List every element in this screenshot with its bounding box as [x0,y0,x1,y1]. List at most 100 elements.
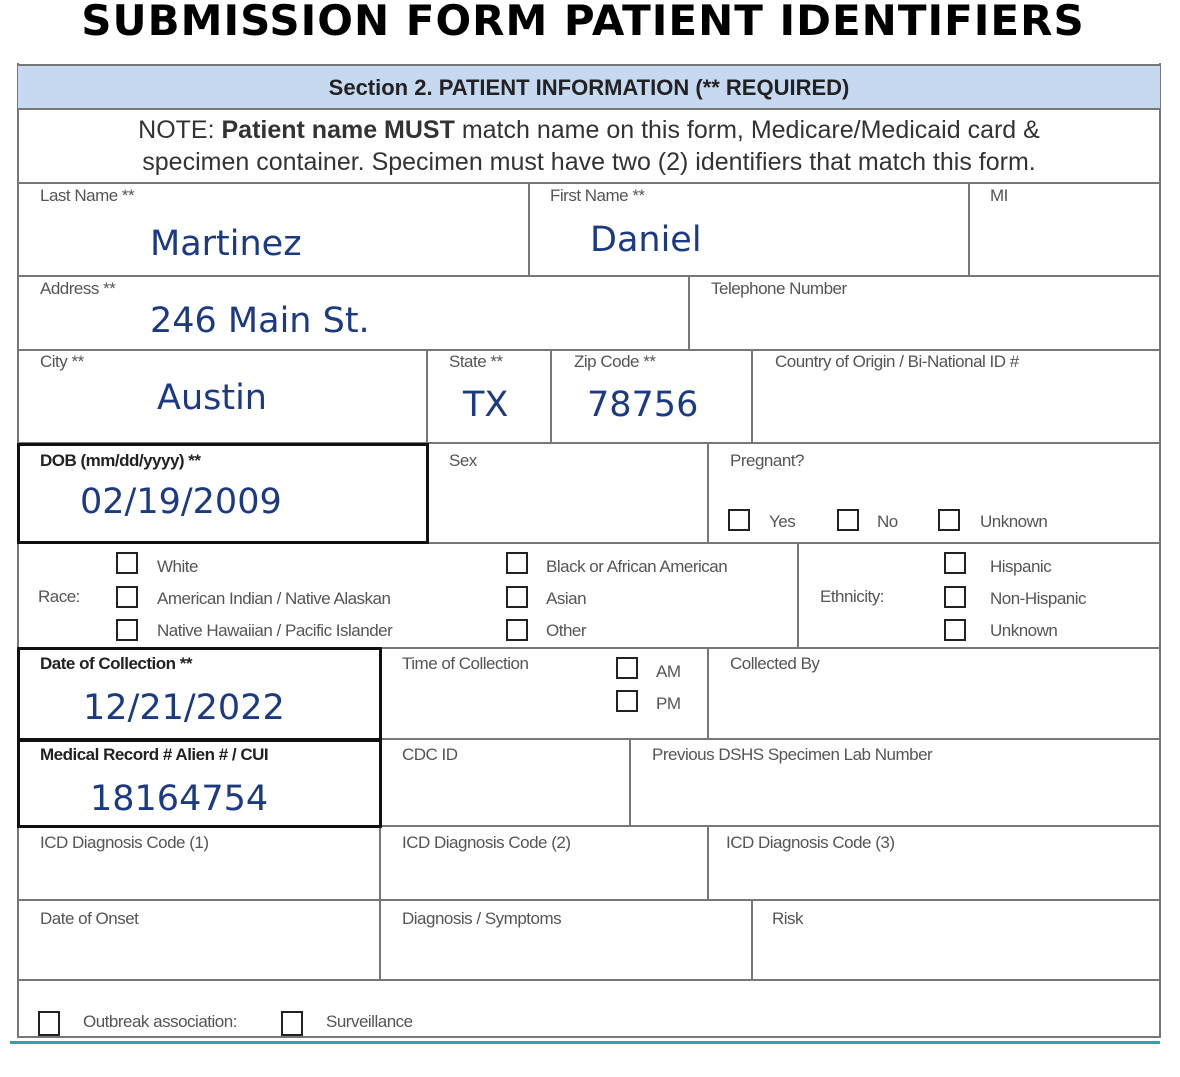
toc-label: Time of Collection [402,654,529,673]
sex-label: Sex [449,451,477,470]
icd3-label: ICD Diagnosis Code (3) [726,833,895,852]
surveillance-label: Surveillance [326,1012,413,1031]
dob-label: DOB (mm/dd/yyyy) ** [40,451,201,470]
race-white-label: White [157,557,198,576]
last-name-label: Last Name ** [40,186,135,205]
frame-left [17,63,19,1038]
note: NOTE: Patient name MUST match name on th… [18,114,1160,178]
mrn-field[interactable]: 18164754 [90,779,269,819]
rule [17,738,1160,740]
surveillance-checkbox[interactable] [281,1011,303,1036]
state-label: State ** [449,352,503,371]
pm-checkbox[interactable] [616,690,638,712]
frame-right [1159,63,1161,1038]
country-label: Country of Origin / Bi-National ID # [775,352,1019,371]
note-line1: match name on this form, Medicare/Medica… [454,116,1040,144]
divider [797,543,799,647]
state-field[interactable]: TX [463,385,509,425]
bottom-rule [10,1041,1160,1044]
am-checkbox[interactable] [616,657,638,679]
divider [426,350,428,442]
rule [17,647,1160,649]
rule [17,275,1160,277]
dob-box [17,443,429,544]
address-field[interactable]: 246 Main St. [150,301,370,341]
prev-dshs-label: Previous DSHS Specimen Lab Number [652,745,933,764]
section-header: Section 2. PATIENT INFORMATION (** REQUI… [18,66,1160,110]
page-title: SUBMISSION FORM PATIENT IDENTIFIERS [81,0,1085,45]
collected-by-label: Collected By [730,654,820,673]
race-asian-checkbox[interactable] [506,586,528,608]
frame-top [17,64,1160,66]
rule [17,349,1160,351]
last-name-field[interactable]: Martinez [150,224,302,264]
dob-field[interactable]: 02/19/2009 [80,482,282,522]
ethnicity-hispanic-label: Hispanic [990,557,1052,576]
ethnicity-label: Ethnicity: [820,587,884,606]
race-american-indian-label: American Indian / Native Alaskan [157,589,391,608]
race-asian-label: Asian [546,589,587,608]
divider [707,443,709,542]
divider [968,183,970,275]
city-label: City ** [40,352,84,371]
pregnant-unknown-label: Unknown [980,512,1048,531]
divider [629,739,631,825]
divider [707,826,709,899]
race-white-checkbox[interactable] [116,552,138,574]
divider [688,276,690,349]
icd2-label: ICD Diagnosis Code (2) [402,833,571,852]
first-name-field[interactable]: Daniel [590,220,702,260]
note-prefix: NOTE: [138,116,222,144]
zip-field[interactable]: 78756 [587,385,699,425]
race-other-checkbox[interactable] [506,619,528,641]
divider [528,183,530,275]
icd1-label: ICD Diagnosis Code (1) [40,833,209,852]
race-black-label: Black or African American [546,557,728,576]
pregnant-no-label: No [877,512,898,531]
note-bold: Patient name MUST [221,116,455,144]
divider [550,350,552,442]
race-black-checkbox[interactable] [506,552,528,574]
pregnant-label: Pregnant? [730,451,804,470]
rule [17,182,1160,184]
city-field[interactable]: Austin [157,378,267,418]
race-native-hawaiian-checkbox[interactable] [116,619,138,641]
rule [17,442,1160,444]
mrn-box [17,739,382,828]
outbreak-checkbox[interactable] [38,1011,60,1036]
rule [17,1036,1160,1038]
pregnant-yes-checkbox[interactable] [728,509,750,531]
address-label: Address ** [40,279,116,298]
ethnicity-hispanic-checkbox[interactable] [944,552,966,574]
am-label: AM [656,662,681,681]
first-name-label: First Name ** [550,186,645,205]
zip-label: Zip Code ** [574,352,656,371]
rule [17,899,1160,901]
rule [17,542,1160,544]
cdc-id-label: CDC ID [402,745,458,764]
doc-label: Date of Collection ** [40,654,192,673]
mrn-label: Medical Record # Alien # / CUI [40,745,269,764]
risk-label: Risk [772,909,804,928]
ethnicity-non-hispanic-label: Non-Hispanic [990,589,1087,608]
ethnicity-unknown-label: Unknown [990,621,1058,640]
race-native-hawaiian-label: Native Hawaiian / Pacific Islander [157,621,393,640]
doc-field[interactable]: 12/21/2022 [83,688,285,728]
divider [707,648,709,738]
note-line2: specimen container. Specimen must have t… [142,148,1036,176]
diagnosis-label: Diagnosis / Symptoms [402,909,562,928]
race-label: Race: [38,587,80,606]
pregnant-no-checkbox[interactable] [837,509,859,531]
divider [379,826,381,979]
pregnant-unknown-checkbox[interactable] [938,509,960,531]
telephone-label: Telephone Number [711,279,847,298]
ethnicity-unknown-checkbox[interactable] [944,619,966,641]
race-american-indian-checkbox[interactable] [116,586,138,608]
ethnicity-non-hispanic-checkbox[interactable] [944,586,966,608]
race-other-label: Other [546,621,587,640]
rule [17,979,1160,981]
rule [17,825,1160,827]
mi-label: MI [990,186,1008,205]
pregnant-yes-label: Yes [769,512,796,531]
